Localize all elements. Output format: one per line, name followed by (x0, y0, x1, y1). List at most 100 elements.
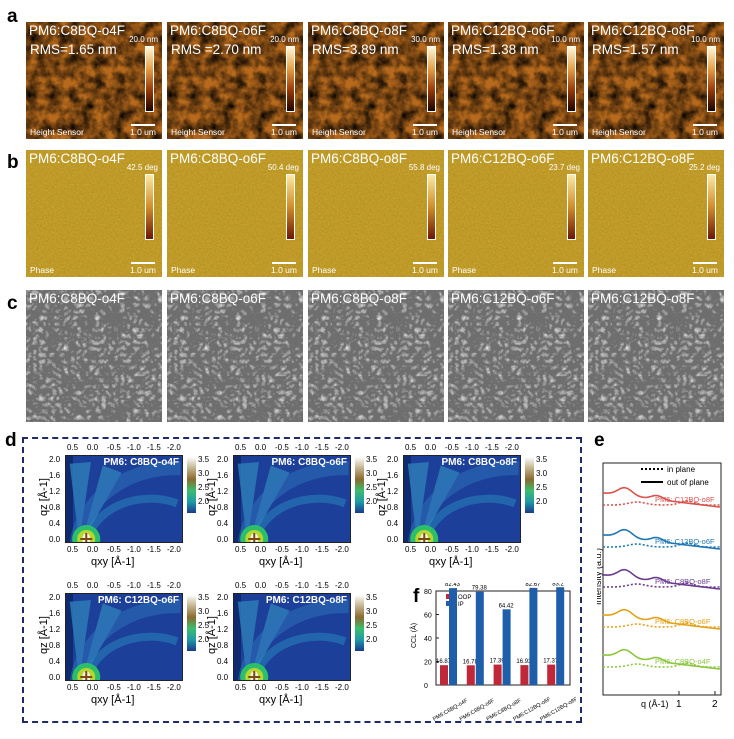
x-axis-label: qxy [Å-1] (259, 556, 303, 568)
scale-bar: 1.0 um (130, 124, 156, 137)
y-tick-label: 0.4 (217, 519, 229, 528)
afm-phase-image: PM6:C8BQ-o4F 42.5 deg Phase 1.0 um (26, 150, 162, 277)
image-title: PM6:C12BQ-o8F (591, 151, 695, 166)
y-tick-label: 1.2 (387, 487, 399, 496)
y-axis-label: Intensity (a.u.) (597, 548, 603, 605)
x-tick-label: -1.0 (295, 581, 309, 590)
out-of-plane-line (602, 486, 721, 508)
y-tick-label: 1.2 (217, 487, 229, 496)
bar-value-label: 16.87 (436, 659, 452, 665)
giwaxs-map (403, 455, 521, 553)
sensor-label: Height Sensor (171, 127, 225, 137)
bar-value-label: 82.67 (525, 583, 541, 588)
afm-height-image: PM6:C8BQ-o4F RMS=1.65 nm 20.0 nm Height Sen… (26, 22, 162, 139)
x-tick-label: -1.0 (127, 683, 141, 692)
y-tick-label: 2.0 (387, 455, 399, 464)
sensor-label: Height Sensor (312, 127, 366, 137)
x-tick-label: 0.0 (255, 443, 267, 452)
image-title: PM6:C8BQ-o8F (311, 23, 408, 38)
x-tick-label: 0.5 (235, 443, 247, 452)
colorbar-max-label: 10.0 nm (691, 35, 720, 44)
x-tick-label: -2.0 (167, 443, 181, 452)
colorbar-tick-label: 3.0 (366, 469, 378, 478)
image-title: PM6:C12BQ-o6F (451, 291, 555, 306)
y-tick-label: 1.2 (49, 487, 61, 496)
colorbar-tick-label: 3.5 (366, 593, 378, 602)
y-tick-label: 0.8 (49, 641, 61, 650)
colorbar-max-label: 55.8 deg (408, 163, 440, 172)
height-colorbar (427, 46, 436, 112)
ip-bar (529, 587, 538, 685)
intensity-colorbar (525, 457, 534, 513)
x-tick-label: -2.0 (335, 581, 349, 590)
x-tick-label: -1.5 (315, 443, 329, 452)
panel-letter-e: e (594, 430, 605, 451)
image-title: PM6:C12BQ-o6F (451, 23, 555, 38)
ip-bar (449, 588, 457, 685)
scale-bar-label: 1.0 um (412, 127, 438, 137)
sensor-label: Phase (452, 265, 477, 275)
out-of-plane-line (602, 608, 721, 630)
sensor-label: Phase (171, 265, 196, 275)
x-axis-label: qxy [Å-1] (429, 556, 473, 568)
tem-image: PM6:C8BQ-o8F (308, 290, 444, 422)
sensor-label: Phase (312, 265, 337, 275)
sensor-label: Height Sensor (452, 127, 506, 137)
colorbar-tick-label: 2.5 (366, 483, 378, 492)
scale-bar: 1.0 um (692, 124, 718, 137)
colorbar-max-label: 23.7 deg (548, 163, 580, 172)
x-tick-label: 0.0 (87, 545, 99, 554)
panel-letter-b: b (7, 152, 19, 173)
giwaxs-title: PM6: C12BQ-o8F (265, 595, 347, 606)
x-tick-label: -1.5 (485, 545, 499, 554)
legend-label: in plane (667, 465, 696, 474)
x-tick-label: -1.0 (465, 443, 479, 452)
image-title: PM6:C12BQ-o6F (451, 151, 555, 166)
x-tick-label: -1.5 (147, 545, 161, 554)
y-tick-label: 2.0 (49, 455, 61, 464)
colorbar-tick-label: 2.0 (198, 635, 210, 644)
x-tick-label: -2.0 (505, 545, 519, 554)
colorbar-tick-label: 2.5 (366, 621, 378, 630)
line-cut-panel: Intensity (a.u.) in plane out of plane PM6:… (593, 455, 727, 723)
scale-bar: 1.0 um (412, 124, 438, 137)
series-label: PM6: C8BQ-o6F (655, 617, 711, 626)
height-colorbar (145, 46, 154, 112)
phase-colorbar (567, 174, 576, 240)
x-tick-label: 0.5 (67, 683, 79, 692)
y-tick-label: 1.2 (217, 625, 229, 634)
scale-bar-label: 1.0 um (692, 265, 718, 275)
phase-colorbar (427, 174, 436, 240)
scale-bar-label: 1.0 um (130, 265, 156, 275)
sensor-label: Phase (592, 265, 617, 275)
y-tick-label: 0 (424, 683, 428, 690)
intensity-colorbar (355, 595, 364, 651)
afm-height-image: PM6:C8BQ-o6F RMS =2.70 nm 20.0 nm Height Se… (167, 22, 303, 139)
bar-value-label: 16.93 (516, 659, 532, 665)
bar-value-label: 17.39 (490, 659, 506, 665)
y-tick-label: 0.4 (49, 657, 61, 666)
image-title: PM6:C8BQ-o6F (170, 23, 267, 38)
y-tick-label: 1.6 (217, 471, 229, 480)
legend-label: out of plane (667, 478, 709, 487)
scale-bar: 1.0 um (552, 124, 578, 137)
rms-label: RMS=1.65 nm (30, 42, 117, 57)
scale-bar-line (272, 124, 296, 126)
y-tick-label: 60 (424, 613, 432, 620)
colorbar-tick-label: 2.5 (198, 621, 210, 630)
x-tick-label: 0.0 (87, 683, 99, 692)
tem-image: PM6:C8BQ-o4F (26, 290, 162, 422)
y-tick-label: 0.0 (217, 673, 229, 682)
afm-phase-image: PM6:C12BQ-o8F 25.2 deg Phase 1.0 um (588, 150, 724, 277)
ip-bar (475, 591, 484, 685)
y-tick-label: 1.2 (49, 625, 61, 634)
colorbar-tick-label: 3.5 (198, 593, 210, 602)
y-axis-label: qz [Å-1] (205, 616, 218, 654)
x-tick-label: -0.5 (275, 443, 289, 452)
x-tick-label: -2.0 (335, 683, 349, 692)
x-tick-label: -1.5 (485, 443, 499, 452)
oop-bar (440, 665, 448, 685)
panel-letter-d: d (5, 430, 17, 451)
colorbar-tick-label: 3.5 (198, 455, 210, 464)
